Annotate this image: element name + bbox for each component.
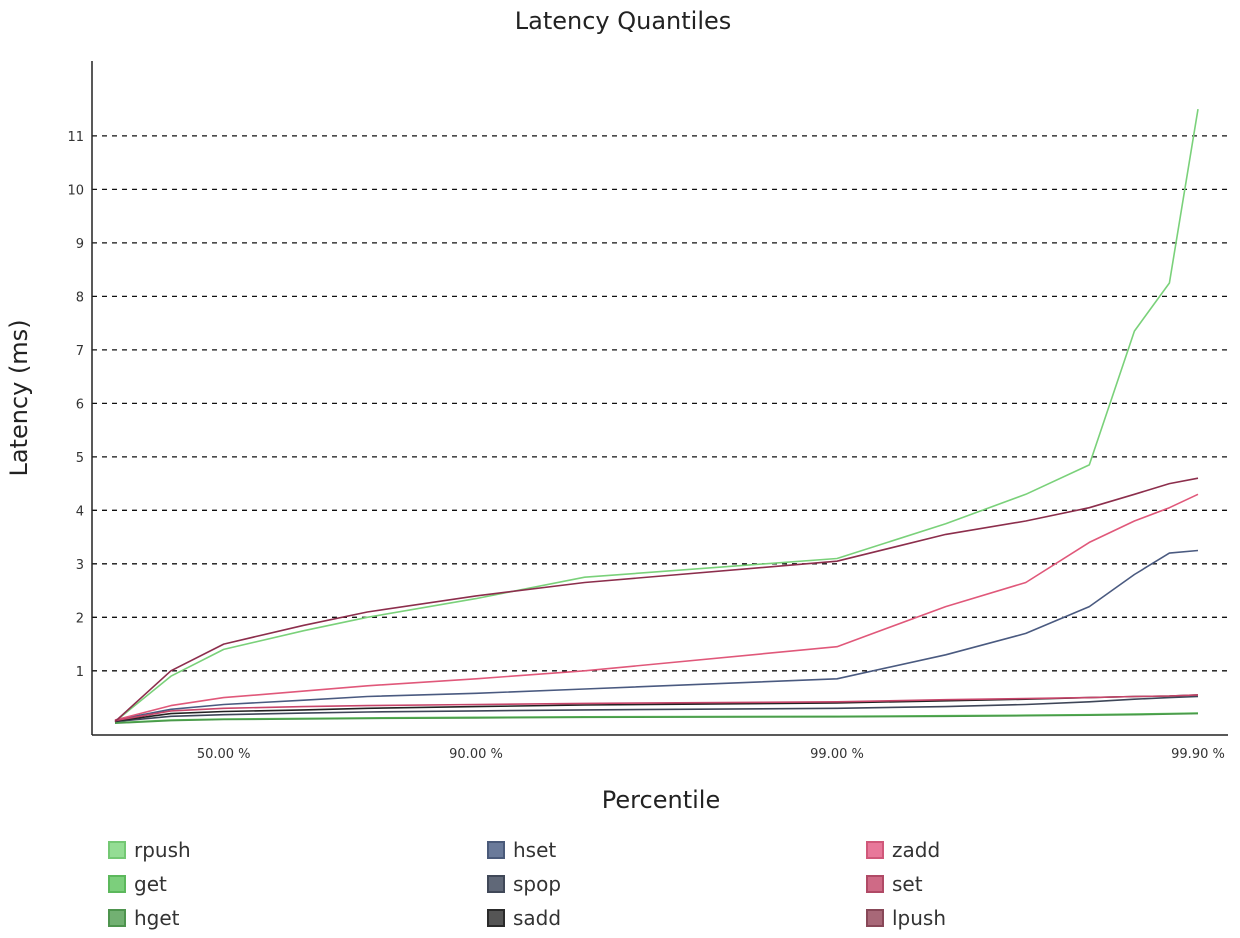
legend-label: lpush [892, 906, 947, 930]
legend-item-set[interactable]: set [866, 869, 923, 899]
y-tick-label: 6 [76, 397, 84, 412]
legend-item-hget[interactable]: hget [108, 903, 180, 933]
y-tick-label: 7 [76, 344, 84, 359]
legend-label: spop [513, 872, 562, 896]
legend-swatch [108, 841, 126, 859]
legend-item-get[interactable]: get [108, 869, 167, 899]
legend-swatch [866, 875, 884, 893]
legend-item-zadd[interactable]: zadd [866, 835, 940, 865]
axis-ticks: 1 2 3 4 5 6 7 8 9 10 11 50.00 % 90.00 % 99.00 % 99.90 … [67, 130, 1224, 762]
x-axis-label: Percentile [602, 786, 720, 814]
legend-label: get [134, 872, 167, 896]
latency-chart: Latency Quantiles Latency (ms) Percentil… [5, 7, 1228, 814]
chart-title: Latency Quantiles [515, 7, 732, 35]
legend-item-rpush[interactable]: rpush [108, 835, 191, 865]
legend-label: zadd [892, 838, 941, 862]
gridlines [92, 135, 1228, 672]
legend-swatch [866, 841, 884, 859]
legend-item-lpush[interactable]: lpush [866, 903, 946, 933]
y-tick-label: 5 [76, 451, 84, 466]
legend-swatch [487, 875, 505, 893]
series-line-set [114, 694, 1199, 722]
series-line-rpush [114, 108, 1199, 723]
y-axis-label: Latency (ms) [5, 319, 33, 476]
series-lines [114, 108, 1199, 724]
legend-item-sadd[interactable]: sadd [487, 903, 561, 933]
y-tick-label: 4 [76, 504, 84, 519]
x-tick-label: 90.00 % [449, 747, 503, 762]
legend-swatch [866, 909, 884, 927]
legend-item-hset[interactable]: hset [487, 835, 556, 865]
y-tick-label: 10 [67, 183, 84, 198]
legend-label: set [892, 872, 923, 896]
series-line-hset [114, 549, 1199, 721]
y-tick-label: 11 [67, 130, 84, 145]
legend-swatch [487, 841, 505, 859]
y-tick-label: 8 [76, 290, 84, 305]
legend-label: sadd [513, 906, 562, 930]
y-tick-label: 2 [76, 611, 84, 626]
legend-swatch [108, 875, 126, 893]
legend-swatch [487, 909, 505, 927]
x-tick-label: 50.00 % [197, 747, 251, 762]
y-tick-label: 3 [76, 558, 84, 573]
y-tick-label: 9 [76, 237, 84, 252]
series-line-zadd [114, 493, 1199, 721]
legend-label: hget [134, 906, 180, 930]
series-line-lpush [114, 477, 1199, 723]
legend-label: rpush [134, 838, 191, 862]
legend-item-spop[interactable]: spop [487, 869, 561, 899]
legend: rpush get hget hset spop sadd zadd set lpush [0, 835, 1240, 935]
legend-swatch [108, 909, 126, 927]
y-tick-label: 1 [76, 665, 84, 680]
series-line-hget [114, 712, 1199, 724]
x-tick-label: 99.00 % [810, 747, 864, 762]
x-tick-label: 99.90 % [1171, 747, 1225, 762]
legend-label: hset [513, 838, 557, 862]
series-line-spop [114, 695, 1199, 723]
